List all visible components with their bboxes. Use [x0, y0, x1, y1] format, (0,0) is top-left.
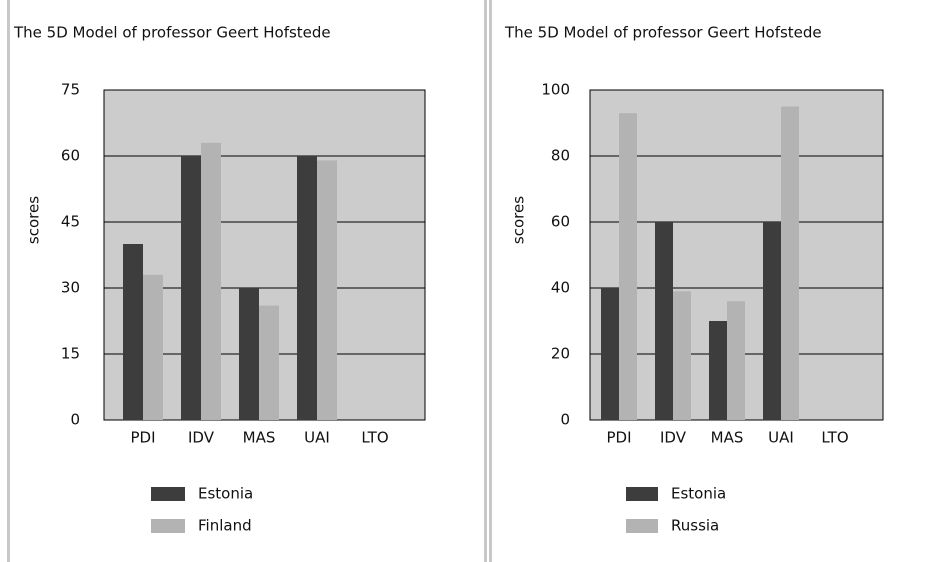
bar [763, 222, 781, 420]
y-axis-label: scores [25, 196, 43, 244]
y-tick-label: 60 [551, 213, 570, 231]
y-tick-label: 15 [61, 345, 80, 363]
chart-title: The 5D Model of professor Geert Hofstede [504, 24, 822, 42]
y-tick-label: 100 [541, 81, 570, 99]
y-tick-label: 30 [61, 279, 80, 297]
bar [239, 288, 259, 420]
bar [709, 321, 727, 420]
bar [143, 274, 163, 420]
legend-label: Finland [198, 517, 252, 535]
legend-swatch [151, 519, 185, 533]
y-tick-label: 45 [61, 213, 80, 231]
x-tick-label: MAS [243, 429, 276, 447]
y-tick-label: 0 [560, 411, 570, 429]
x-tick-label: MAS [711, 429, 744, 447]
bar [297, 156, 317, 420]
panel-border [7, 0, 10, 562]
bar [123, 244, 143, 420]
bar [673, 291, 691, 420]
legend-swatch [151, 487, 185, 501]
x-tick-label: PDI [130, 429, 155, 447]
x-tick-label: IDV [660, 429, 687, 447]
bar [619, 113, 637, 420]
x-tick-label: LTO [361, 429, 388, 447]
legend-label: Estonia [198, 485, 253, 503]
x-tick-label: LTO [821, 429, 848, 447]
y-tick-label: 80 [551, 147, 570, 165]
y-tick-label: 0 [70, 411, 80, 429]
legend-label: Russia [671, 517, 719, 535]
y-axis-label: scores [510, 196, 528, 244]
bar [317, 160, 337, 420]
bar [781, 106, 799, 420]
panel-border [484, 0, 487, 562]
bar [727, 301, 745, 420]
chart-title: The 5D Model of professor Geert Hofstede [13, 24, 331, 42]
x-tick-label: UAI [304, 429, 330, 447]
bar [259, 305, 279, 420]
legend-swatch [626, 519, 658, 533]
panel-border [489, 0, 492, 562]
legend-label: Estonia [671, 485, 726, 503]
x-tick-label: PDI [606, 429, 631, 447]
y-tick-label: 75 [61, 81, 80, 99]
bar [201, 142, 221, 421]
bar [601, 288, 619, 420]
x-tick-label: UAI [768, 429, 794, 447]
legend-swatch [626, 487, 658, 501]
y-tick-label: 20 [551, 345, 570, 363]
y-tick-label: 40 [551, 279, 570, 297]
bar [181, 156, 201, 420]
y-tick-label: 60 [61, 147, 80, 165]
bar [655, 222, 673, 420]
x-tick-label: IDV [188, 429, 215, 447]
